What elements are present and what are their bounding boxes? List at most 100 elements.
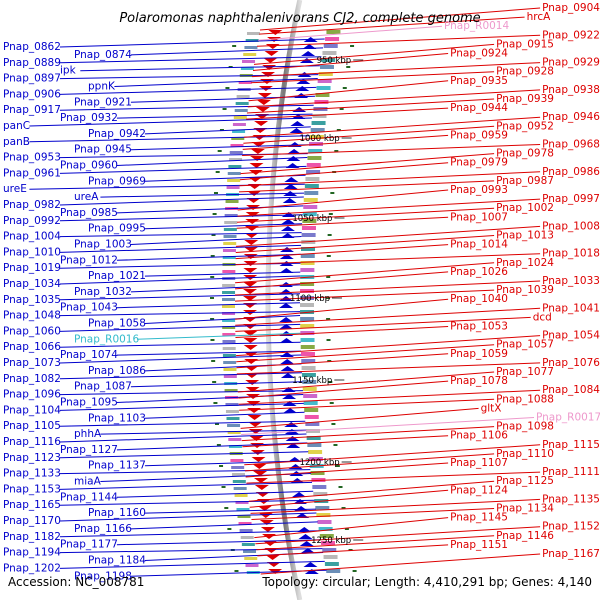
cog-function-block [245, 564, 259, 567]
cog-function-block [226, 417, 240, 420]
label-connector [59, 232, 302, 238]
reverse-gene-arrow [251, 142, 266, 147]
gene-label-left: panC [3, 120, 30, 132]
gene-label-right: Pnap_1106 [450, 430, 508, 442]
reverse-gene-arrow [250, 156, 265, 161]
cog-function-block [228, 165, 242, 168]
gene-label-right: Pnap_1115 [542, 439, 600, 451]
cog-function-block [238, 81, 252, 84]
cog-function-block [242, 60, 256, 63]
label-connector [130, 47, 324, 56]
reverse-gene-arrow [247, 415, 262, 420]
label-connector [136, 332, 301, 340]
forward-gene-arrow [300, 548, 315, 553]
label-connector [144, 126, 311, 135]
feature-mark [213, 192, 218, 194]
cog-function-block [232, 480, 246, 483]
gene-label-left: Pnap_1166 [74, 523, 132, 535]
cog-function-block [222, 249, 236, 252]
cog-function-block [305, 422, 320, 426]
cog-function-block [231, 466, 245, 469]
cog-function-block [238, 522, 252, 525]
cog-function-block [230, 144, 244, 147]
label-connector [116, 394, 304, 403]
cog-function-block [324, 562, 339, 566]
feature-mark [221, 486, 226, 488]
reverse-gene-arrow [258, 513, 273, 518]
feature-mark [219, 129, 224, 131]
cog-function-block [223, 235, 237, 238]
reverse-gene-arrow [265, 44, 280, 49]
cog-function-block [315, 93, 330, 97]
cog-function-block [321, 58, 336, 62]
cog-function-block [222, 256, 236, 259]
cog-function-block [222, 340, 236, 343]
gene-label-left: ipk [60, 65, 77, 77]
label-connector [236, 344, 495, 363]
cog-function-block [311, 121, 326, 125]
cog-function-block [225, 403, 239, 406]
gene-label-left: Pnap_1074 [60, 349, 118, 361]
reverse-gene-arrow [268, 30, 283, 35]
cog-function-block [243, 550, 257, 553]
gene-label-right: Pnap_1151 [450, 539, 508, 551]
forward-gene-arrow [292, 492, 307, 497]
gene-label-right: Pnap_1024 [496, 257, 554, 269]
cog-function-block [300, 331, 315, 335]
feature-mark [331, 423, 336, 425]
forward-gene-arrow [301, 51, 316, 56]
cog-function-block [235, 501, 249, 504]
feature-mark [210, 318, 215, 320]
cog-function-block [306, 163, 321, 167]
cog-function-block [303, 401, 318, 405]
cog-function-block [240, 67, 254, 70]
gene-label-left: Pnap_0969 [88, 175, 146, 187]
reverse-gene-arrow [243, 282, 258, 287]
label-connector [29, 117, 312, 127]
label-connector [59, 214, 303, 222]
reverse-gene-arrow [243, 254, 258, 259]
label-connector [246, 471, 541, 484]
gene-label-right: Pnap_1033 [542, 275, 600, 287]
cog-function-block [222, 347, 236, 350]
feature-mark [326, 318, 331, 320]
gene-label-left: Pnap_1010 [3, 246, 61, 258]
cog-function-block [229, 158, 243, 161]
label-connector [59, 481, 313, 490]
label-connector [244, 444, 541, 466]
gene-label-right: Pnap_1007 [450, 211, 508, 223]
reverse-gene-arrow [256, 100, 271, 105]
cog-function-block [303, 205, 318, 209]
cog-function-block [302, 212, 317, 216]
forward-gene-arrow [282, 394, 297, 399]
reverse-gene-arrow [243, 324, 258, 329]
gene-label-left: Pnap_1019 [3, 262, 61, 274]
gene-label-right: Pnap_1098 [496, 421, 554, 433]
forward-gene-arrow [279, 303, 294, 308]
gene-label-left: Pnap_0961 [3, 167, 61, 179]
reverse-gene-arrow [247, 408, 262, 413]
feature-mark [228, 66, 233, 68]
gene-label-right: hrcA [527, 11, 552, 23]
cog-function-block [236, 95, 250, 98]
feature-mark [234, 570, 239, 572]
cog-function-block [318, 527, 333, 531]
label-connector [237, 198, 541, 217]
label-connector [251, 71, 495, 84]
forward-gene-arrow [281, 219, 296, 224]
gene-label-left: Pnap_1066 [3, 341, 61, 353]
label-connector [144, 223, 303, 230]
gene-label-left: Pnap_1034 [3, 278, 61, 290]
cog-function-block [223, 375, 237, 378]
gene-label-right: Pnap_R0017 [536, 412, 600, 424]
label-connector [59, 372, 302, 380]
gene-label-left: Pnap_0953 [3, 152, 61, 164]
gene-label-left: Pnap_1035 [3, 294, 61, 306]
forward-gene-arrow [283, 408, 298, 413]
gene-label-left: Pnap_1032 [74, 286, 132, 298]
reverse-gene-arrow [255, 107, 270, 112]
label-connector [59, 196, 304, 206]
label-connector [59, 560, 325, 569]
label-connector [251, 508, 495, 520]
gene-label-right: Pnap_1014 [450, 239, 508, 251]
